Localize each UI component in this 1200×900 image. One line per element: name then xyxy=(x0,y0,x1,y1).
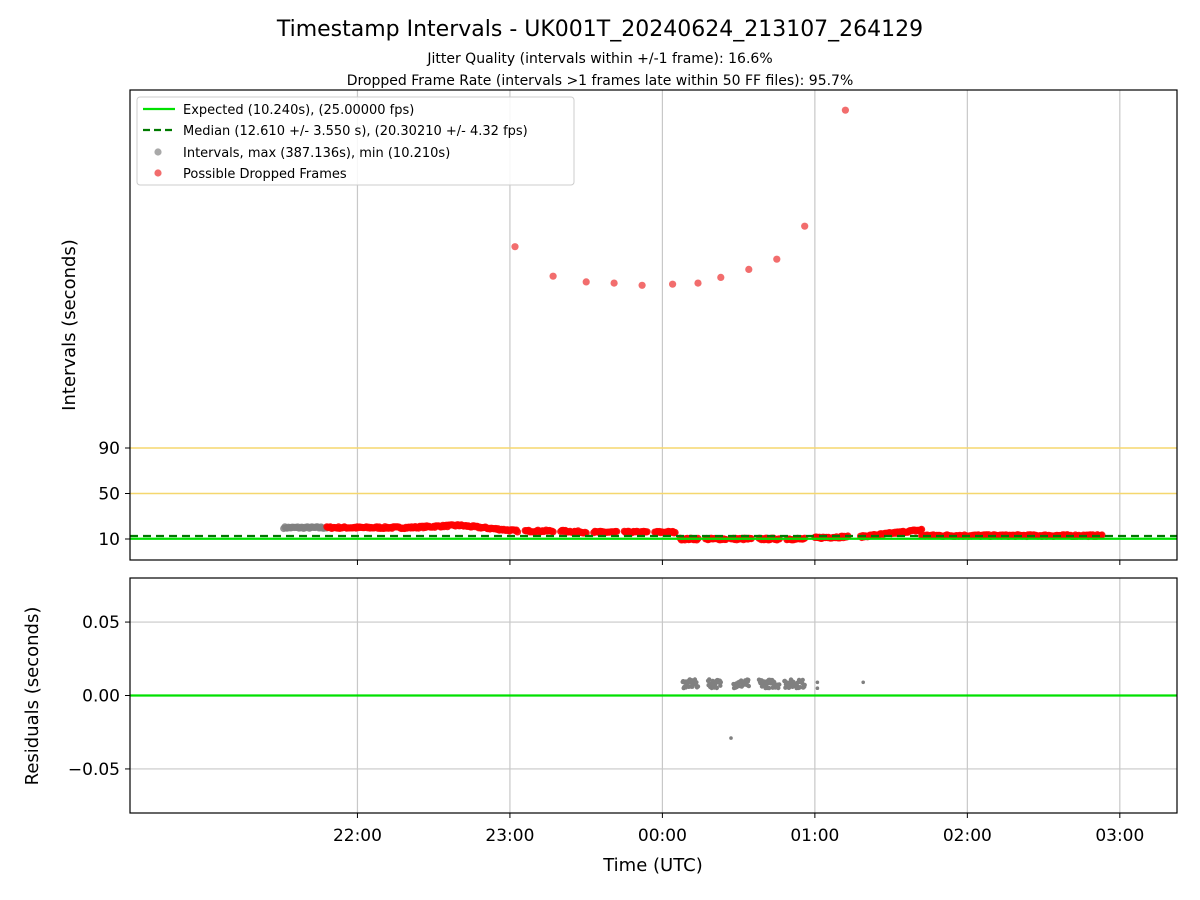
dropped-outlier-point-3 xyxy=(610,279,618,287)
residual-point-2-29 xyxy=(746,677,751,683)
x-tick-label-3: 01:00 xyxy=(790,826,839,846)
legend-dropped-swatch xyxy=(154,169,162,177)
bottom-y-tick-label-1: 0.00 xyxy=(82,687,120,707)
legend-label-1: Median (12.610 +/- 3.550 s), (20.30210 +… xyxy=(183,124,528,139)
residual-point-3-20 xyxy=(766,685,772,691)
x-tick-label-5: 03:00 xyxy=(1095,826,1144,846)
residual-single-1 xyxy=(815,680,820,685)
dropped-outlier-point-1 xyxy=(549,272,557,280)
top-y-tick-label-2: 90 xyxy=(98,439,120,459)
x-tick-label-1: 23:00 xyxy=(485,826,534,846)
legend-label-3: Possible Dropped Frames xyxy=(183,167,347,182)
legend-label-0: Expected (10.240s), (25.00000 fps) xyxy=(183,103,414,118)
residual-single-0 xyxy=(729,736,733,740)
x-tick-label-4: 02:00 xyxy=(943,826,992,846)
dropped-frame-point-8-18 xyxy=(671,528,679,537)
legend: Expected (10.240s), (25.00000 fps) Median… xyxy=(136,96,575,186)
residual-point-1-24 xyxy=(718,683,723,688)
top-interval-bands xyxy=(280,521,1106,544)
x-tick-label-2: 00:00 xyxy=(638,826,687,846)
dropped-outlier-point-4 xyxy=(638,281,646,289)
residual-point-1-2 xyxy=(707,677,712,682)
bottom-x-ticks: 22:00 23:00 00:00 01:00 02:00 03:00 xyxy=(333,813,1144,846)
legend-interval-swatch xyxy=(154,148,162,156)
residual-point-0-30 xyxy=(695,684,701,689)
top-reference-lines xyxy=(130,447,1177,540)
chart-title: Timestamp Intervals - UK001T_20240624_21… xyxy=(276,17,923,42)
bottom-y-tick-label-2: −0.05 xyxy=(68,760,120,780)
residual-point-0-27 xyxy=(694,680,699,685)
dropped-frame-point-4-24 xyxy=(549,528,557,536)
dropped-frame-point-6-20 xyxy=(613,527,621,536)
bottom-y-tick-label-0: 0.05 xyxy=(82,613,120,633)
top-y-axis-label: Intervals (seconds) xyxy=(59,239,80,411)
dropped-outlier-point-11 xyxy=(841,106,850,114)
dropped-outlier-point-10 xyxy=(801,222,809,230)
top-panel: 10 50 90 Intervals (seconds) Expected (10.… xyxy=(59,89,1178,565)
residual-point-4-40 xyxy=(802,682,807,688)
dropped-outlier-point-9 xyxy=(773,255,781,263)
residual-point-2-30 xyxy=(746,683,751,689)
dropped-outlier-point-0 xyxy=(511,243,519,251)
x-axis-label: Time (UTC) xyxy=(602,855,703,876)
residual-point-1-25 xyxy=(718,680,723,685)
top-axes-frame xyxy=(129,89,1178,561)
residual-point-3-40 xyxy=(777,682,782,687)
bottom-residual-points xyxy=(680,677,865,740)
dropped-frame-point-7-20 xyxy=(643,528,651,536)
dropped-outlier-point-7 xyxy=(717,273,725,281)
top-y-ticks: 10 50 90 xyxy=(98,439,130,550)
residual-point-3-38 xyxy=(776,685,781,691)
residual-single-3 xyxy=(861,680,865,685)
chart-subtitle-jitter: Jitter Quality (intervals within +/-1 fr… xyxy=(426,51,772,67)
top-y-tick-label-1: 50 xyxy=(98,485,120,505)
dropped-frame-point-16-156 xyxy=(1098,531,1106,539)
dropped-outlier-point-2 xyxy=(582,278,590,286)
bottom-y-ticks: 0.05 0.00 −0.05 xyxy=(68,613,130,780)
legend-box xyxy=(136,96,575,186)
dropped-frame-point-3-51 xyxy=(513,528,522,536)
residual-single-2 xyxy=(815,686,820,690)
top-y-tick-label-0: 10 xyxy=(98,530,120,550)
dropped-frame-point-5-22 xyxy=(582,529,590,537)
top-x-tick-marks xyxy=(356,560,1121,565)
x-tick-label-0: 22:00 xyxy=(333,826,382,846)
dropped-frame-point-15-53 xyxy=(918,525,926,534)
bottom-y-axis-label: Residuals (seconds) xyxy=(22,607,43,786)
chart-subtitle-dropped: Dropped Frame Rate (intervals >1 frames … xyxy=(347,73,854,89)
legend-label-2: Intervals, max (387.136s), min (10.210s) xyxy=(183,146,450,161)
bottom-panel: 0.05 0.00 −0.05 22:00 23:00 00:00 01:00 02:00 0… xyxy=(22,577,1178,876)
residual-point-1-17 xyxy=(714,685,719,691)
dropped-outlier-point-5 xyxy=(669,280,677,288)
residual-point-4-36 xyxy=(800,677,805,683)
top-dropped-outliers xyxy=(511,106,850,289)
dropped-outlier-point-6 xyxy=(694,279,702,287)
dropped-outlier-point-8 xyxy=(745,265,753,273)
